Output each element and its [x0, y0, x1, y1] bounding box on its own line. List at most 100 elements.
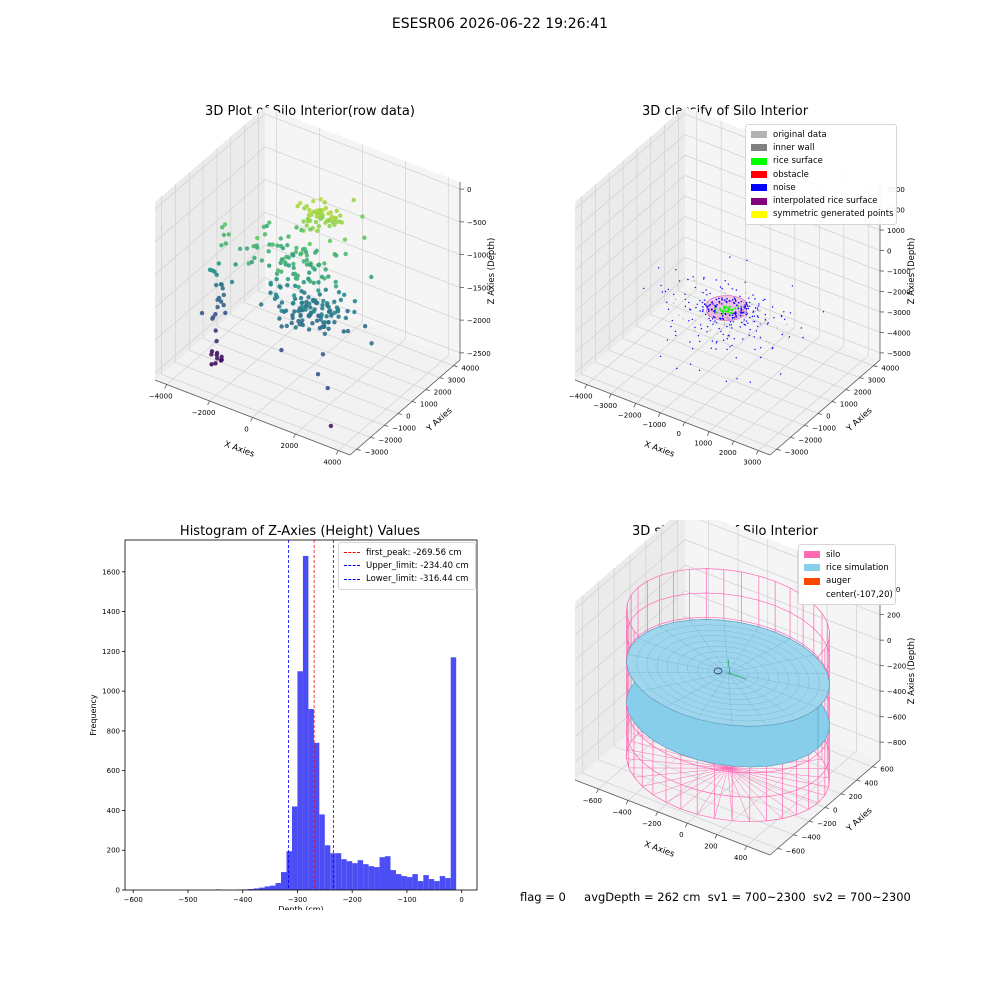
data-point — [298, 252, 303, 257]
rice-surface-point — [714, 307, 717, 311]
left-pane — [155, 107, 265, 380]
original-point — [716, 322, 718, 325]
x-axis-line — [574, 379, 771, 456]
data-point — [209, 349, 215, 354]
data-point — [328, 423, 334, 429]
y-tick-label: −1000 — [812, 424, 836, 432]
noise-point — [704, 299, 706, 301]
data-point — [292, 271, 298, 276]
z-tick-label: −5000 — [887, 350, 911, 358]
y-tick-label: 0 — [826, 412, 830, 420]
z-gridline — [574, 175, 881, 271]
noise-point — [721, 297, 723, 299]
noise-point — [739, 295, 741, 297]
silo-floor-spoke — [727, 767, 829, 788]
y-tick-label: 4000 — [881, 365, 899, 373]
data-point — [316, 288, 321, 293]
data-point — [291, 293, 297, 298]
data-point — [199, 310, 205, 316]
noise-point — [689, 363, 692, 365]
data-point — [320, 302, 325, 308]
legend-swatch — [751, 131, 767, 139]
noise-point — [709, 303, 711, 306]
x-gridline — [338, 177, 449, 451]
data-point — [275, 243, 280, 248]
data-point — [312, 267, 317, 272]
data-point — [311, 309, 317, 314]
silo-floor-spoke — [727, 768, 809, 810]
x-gridline — [166, 111, 278, 385]
data-point — [352, 309, 357, 315]
panel-classify-3d-scatter: 3D classify of Silo Interior −4000 −3000−… — [540, 100, 940, 480]
histogram-plot[interactable]: −600 −500 −400 −300 −200 −100 0 0 200 400 600 800 10… — [80, 520, 500, 910]
noise-point — [721, 315, 724, 317]
y-tick-label: 2000 — [434, 389, 452, 397]
noise-point — [731, 299, 734, 301]
data-point — [291, 265, 296, 270]
original-point — [787, 337, 789, 339]
histogram-bar — [428, 879, 435, 890]
original-point — [744, 317, 746, 319]
y-tick — [824, 807, 830, 809]
noise-point — [694, 326, 696, 329]
noise-point — [701, 301, 704, 304]
x-gridline — [733, 168, 845, 442]
noise-point — [667, 288, 669, 291]
simulation-3d-plot[interactable]: −600−400−2000200400−600−400−200020040060… — [540, 520, 940, 890]
data-point — [296, 284, 301, 290]
data-point — [326, 274, 331, 279]
original-point — [785, 323, 788, 326]
data-point — [218, 282, 224, 287]
original-point — [678, 314, 680, 316]
noise-point — [731, 344, 733, 347]
data-point — [327, 238, 333, 244]
y-tick-label: 2000 — [854, 389, 872, 397]
legend-label: inner wall — [773, 142, 815, 153]
noise-point — [711, 318, 714, 320]
legend-item: rice surface — [751, 155, 891, 168]
silo-floor-spoke — [727, 768, 797, 815]
data-point — [218, 358, 224, 363]
z-axis-label: Z Axies (Depth) — [907, 238, 917, 305]
data-point — [220, 286, 225, 291]
data-point — [327, 223, 332, 229]
noise-point — [744, 307, 746, 309]
original-point — [782, 332, 785, 334]
rice-mesh-spoke — [659, 626, 729, 674]
data-point — [304, 257, 310, 263]
y-gridline — [161, 196, 357, 450]
legend-label: interpolated rice surface — [773, 196, 878, 207]
x-tick-label: 1000 — [694, 440, 712, 448]
silo-floor-spoke — [642, 767, 729, 787]
noise-point — [715, 342, 717, 344]
histogram-bar — [439, 876, 446, 890]
silo-floor-spoke — [727, 768, 750, 822]
data-point — [322, 320, 327, 325]
legend-line — [344, 578, 360, 580]
histogram-bar — [379, 857, 386, 890]
data-point — [298, 200, 303, 206]
noise-point — [711, 308, 713, 311]
noise-point — [702, 306, 704, 308]
histogram-bar — [281, 872, 287, 890]
noise-point — [675, 269, 677, 271]
data-point — [220, 225, 225, 230]
x-tick-label: 4000 — [323, 459, 341, 467]
histogram-bar — [297, 671, 303, 890]
noise-point — [735, 312, 737, 315]
legend-line — [344, 565, 360, 567]
data-point — [300, 247, 306, 252]
data-point — [279, 347, 284, 353]
data-point — [298, 313, 303, 319]
histogram-bar — [286, 851, 292, 890]
noise-point — [709, 320, 712, 322]
floor-pane — [575, 285, 880, 455]
noise-point — [749, 305, 751, 307]
data-point — [325, 385, 330, 391]
noise-point — [746, 259, 748, 261]
noise-point — [740, 300, 743, 303]
data-point — [278, 285, 283, 290]
raw-3d-plot[interactable]: −4000 −2000 0 2000 4000 −3000 −2000 −1000 0 1000 2… — [110, 100, 510, 480]
histogram-bar — [291, 806, 298, 890]
y-tick-label: 1400 — [102, 608, 120, 616]
